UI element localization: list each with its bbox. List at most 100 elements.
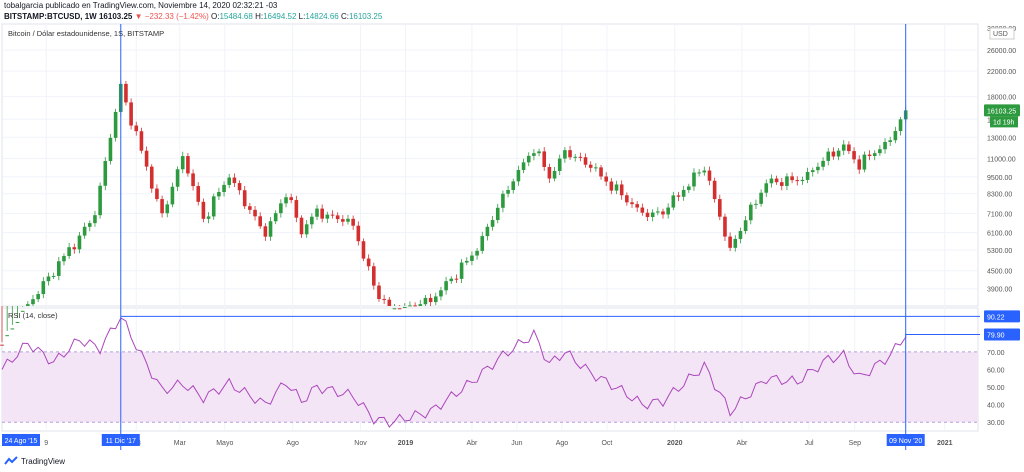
- candle-body: [160, 199, 164, 214]
- candle-body: [779, 182, 784, 186]
- candle-body: [15, 321, 20, 323]
- candle-body: [253, 209, 257, 217]
- candle-body: [51, 275, 56, 277]
- candle-body: [625, 195, 629, 203]
- candle-body: [774, 178, 779, 183]
- candle-body: [304, 224, 309, 235]
- candle-body: [532, 153, 536, 156]
- candle-body: [867, 154, 872, 157]
- footer-brand[interactable]: TradingView: [4, 456, 65, 466]
- candle-body: [418, 304, 423, 306]
- candle-body: [449, 278, 454, 282]
- candle-body: [310, 216, 314, 225]
- rsi-tick-label: 50.00: [987, 385, 1005, 392]
- candle-body: [149, 166, 154, 189]
- candle-body: [506, 190, 510, 194]
- candle-body: [630, 202, 634, 205]
- candle-body: [790, 176, 794, 181]
- candle-body: [191, 173, 195, 187]
- candle-body: [428, 297, 433, 303]
- rsi-pane-legend: RSI (14, close): [8, 311, 58, 320]
- candle-body: [366, 258, 371, 267]
- candle-body: [31, 299, 35, 305]
- candle-body: [232, 177, 237, 184]
- candle-body: [635, 204, 639, 208]
- candle-body: [72, 247, 77, 250]
- candle-body: [619, 184, 624, 196]
- candle-body: [175, 169, 180, 187]
- candle-body: [10, 328, 15, 330]
- candle-body: [754, 203, 758, 205]
- symbol-label: BITSTAMP:BTCUSD, 1W: [4, 12, 97, 21]
- candle-body: [129, 102, 133, 126]
- candle-body: [831, 151, 836, 157]
- close-value: 16103.25: [348, 12, 383, 21]
- candle-body: [841, 144, 846, 151]
- candle-body: [748, 204, 753, 221]
- candle-body: [542, 151, 547, 167]
- candle-body: [206, 216, 211, 219]
- candle-body: [728, 236, 732, 248]
- change-value: ▼ −232.33 (−1.42%): [134, 12, 209, 21]
- candle-body: [640, 207, 645, 213]
- last-price-tag: 16103.25: [987, 108, 1016, 115]
- candle-body: [341, 219, 345, 222]
- candle-body: [697, 172, 701, 174]
- candle-body: [439, 290, 443, 297]
- price-tick-label: 11000.00: [987, 156, 1016, 163]
- candle-body: [656, 211, 660, 213]
- candle-body: [77, 235, 82, 250]
- chart-header: tobalgarcia publicado en TradingView.com…: [0, 0, 1024, 24]
- rsi-high-tag: 90.22: [987, 314, 1005, 321]
- candle-body: [723, 216, 727, 237]
- price-tick-label: 6100.00: [987, 230, 1012, 237]
- candle-body: [454, 278, 459, 280]
- candle-body: [836, 150, 841, 157]
- candle-body: [57, 261, 61, 276]
- candle-body: [41, 281, 46, 295]
- candle-body: [113, 111, 118, 138]
- candle-body: [573, 156, 578, 158]
- ohlc-line: BITSTAMP:BTCUSD, 1W 16103.25 ▼ −232.33 (…: [4, 12, 382, 21]
- rsi-tick-label: 40.00: [987, 403, 1005, 410]
- candle-body: [645, 212, 650, 218]
- candle-body: [20, 310, 25, 312]
- candle-body: [769, 178, 774, 184]
- rsi-tick-label: 60.00: [987, 368, 1005, 375]
- time-tag-nov20: 09 Nov '20: [889, 438, 922, 445]
- candle-body: [248, 206, 252, 210]
- candle-body: [289, 197, 293, 201]
- candle-body: [666, 207, 670, 215]
- price-tick-label: 13000.00: [987, 135, 1016, 142]
- candle-body: [263, 226, 268, 237]
- time-tag-dec17: 11 Dic '17: [106, 438, 136, 445]
- candle-body: [377, 285, 381, 300]
- price-tick-label: 9500.00: [987, 175, 1012, 182]
- candle-body: [862, 154, 867, 170]
- candle-body: [707, 170, 712, 181]
- candle-body: [485, 226, 490, 237]
- candle-body: [516, 169, 521, 182]
- time-tick-label: 2019: [398, 440, 414, 447]
- candle-body: [676, 195, 681, 197]
- candle-body: [335, 215, 340, 220]
- price-pane-legend: Bitcoin / Dólar estadounidense, 1S, BITS…: [8, 29, 164, 38]
- candle-body: [46, 276, 51, 282]
- candle-body: [717, 199, 722, 217]
- candle-body: [661, 211, 665, 215]
- time-tick-label: Abr: [466, 440, 478, 447]
- candle-body: [563, 150, 567, 159]
- time-tick-label: 2021: [937, 440, 953, 447]
- candle-body: [521, 162, 526, 170]
- candle-body: [392, 308, 397, 310]
- candle-body: [273, 213, 278, 222]
- candle-body: [604, 176, 608, 182]
- rsi-current-tag-bg: [984, 328, 1020, 341]
- currency-label: USD: [993, 31, 1008, 38]
- candle-body: [402, 306, 407, 308]
- open-label: O:: [211, 12, 220, 21]
- candle-body: [609, 181, 614, 191]
- candle-body: [294, 200, 299, 218]
- rsi-band: [2, 351, 978, 423]
